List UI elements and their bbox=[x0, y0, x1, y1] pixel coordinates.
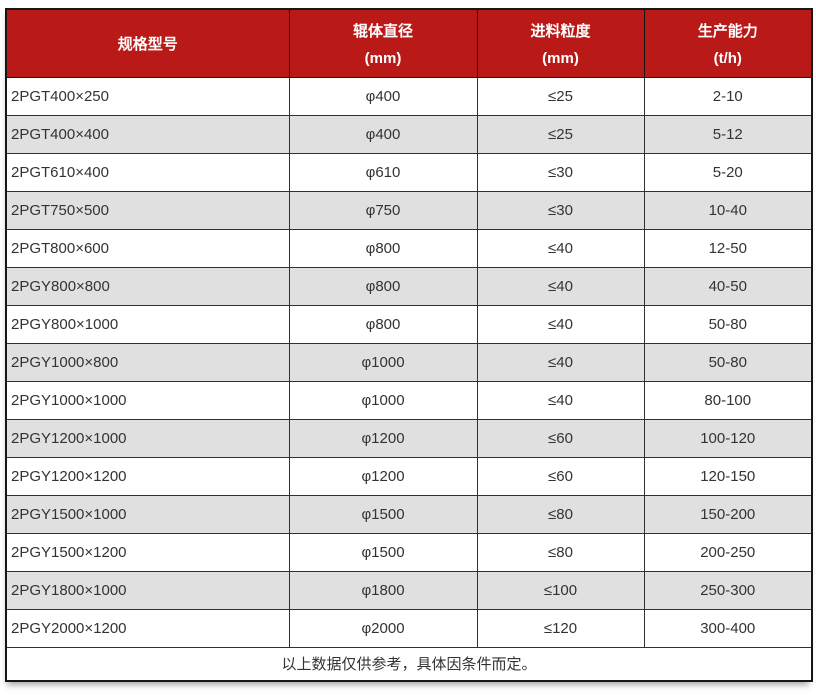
diameter-cell: φ750 bbox=[288, 190, 478, 230]
capacity-cell: 5-12 bbox=[643, 114, 813, 154]
table-row: 2PGT610×400 φ610 ≤30 5-20 bbox=[5, 152, 813, 192]
table-row: 2PGY1000×800 φ1000 ≤40 50-80 bbox=[5, 342, 813, 382]
table-row: 2PGT400×250 φ400 ≤25 2-10 bbox=[5, 76, 813, 116]
spec-table: 规格型号 辊体直径 (mm) 进料粒度 (mm) 生产能力 (t/h) 2PGT… bbox=[5, 8, 813, 682]
feed-size-cell: ≤60 bbox=[476, 418, 645, 458]
header-model: 规格型号 bbox=[5, 8, 290, 78]
diameter-cell: φ400 bbox=[288, 76, 478, 116]
model-cell: 2PGY1200×1200 bbox=[5, 456, 290, 496]
header-capacity-label: 生产能力 bbox=[697, 22, 758, 40]
diameter-cell: φ1200 bbox=[288, 418, 478, 458]
diameter-cell: φ800 bbox=[288, 304, 478, 344]
capacity-cell: 2-10 bbox=[643, 76, 813, 116]
feed-size-cell: ≤100 bbox=[476, 570, 645, 610]
feed-size-cell: ≤40 bbox=[476, 266, 645, 306]
model-cell: 2PGT750×500 bbox=[5, 190, 290, 230]
feed-size-cell: ≤30 bbox=[476, 190, 645, 230]
capacity-cell: 80-100 bbox=[643, 380, 813, 420]
header-row: 规格型号 辊体直径 (mm) 进料粒度 (mm) 生产能力 (t/h) bbox=[5, 8, 813, 78]
capacity-cell: 50-80 bbox=[643, 304, 813, 344]
feed-size-cell: ≤80 bbox=[476, 532, 645, 572]
model-cell: 2PGY1000×800 bbox=[5, 342, 290, 382]
table-row: 2PGT800×600 φ800 ≤40 12-50 bbox=[5, 228, 813, 268]
diameter-cell: φ2000 bbox=[288, 608, 478, 648]
model-cell: 2PGY1500×1000 bbox=[5, 494, 290, 534]
capacity-cell: 120-150 bbox=[643, 456, 813, 496]
feed-size-cell: ≤80 bbox=[476, 494, 645, 534]
model-cell: 2PGT610×400 bbox=[5, 152, 290, 192]
feed-size-cell: ≤120 bbox=[476, 608, 645, 648]
table-row: 2PGT400×400 φ400 ≤25 5-12 bbox=[5, 114, 813, 154]
table-row: 2PGY1500×1000 φ1500 ≤80 150-200 bbox=[5, 494, 813, 534]
footnote-row: 以上数据仅供参考，具体因条件而定。 bbox=[5, 646, 813, 682]
model-cell: 2PGY2000×1200 bbox=[5, 608, 290, 648]
table-row: 2PGY1200×1200 φ1200 ≤60 120-150 bbox=[5, 456, 813, 496]
table-row: 2PGT750×500 φ750 ≤30 10-40 bbox=[5, 190, 813, 230]
table-row: 2PGY1000×1000 φ1000 ≤40 80-100 bbox=[5, 380, 813, 420]
capacity-cell: 5-20 bbox=[643, 152, 813, 192]
capacity-cell: 100-120 bbox=[643, 418, 813, 458]
model-cell: 2PGY1000×1000 bbox=[5, 380, 290, 420]
header-roller-diameter: 辊体直径 (mm) bbox=[288, 8, 478, 78]
diameter-cell: φ1000 bbox=[288, 342, 478, 382]
capacity-cell: 200-250 bbox=[643, 532, 813, 572]
feed-size-cell: ≤40 bbox=[476, 304, 645, 344]
header-feed-size-unit: (mm) bbox=[542, 49, 579, 67]
capacity-cell: 12-50 bbox=[643, 228, 813, 268]
capacity-cell: 300-400 bbox=[643, 608, 813, 648]
table-row: 2PGY1500×1200 φ1500 ≤80 200-250 bbox=[5, 532, 813, 572]
feed-size-cell: ≤30 bbox=[476, 152, 645, 192]
feed-size-cell: ≤60 bbox=[476, 456, 645, 496]
diameter-cell: φ1500 bbox=[288, 532, 478, 572]
diameter-cell: φ800 bbox=[288, 228, 478, 268]
feed-size-cell: ≤40 bbox=[476, 228, 645, 268]
capacity-cell: 250-300 bbox=[643, 570, 813, 610]
capacity-cell: 40-50 bbox=[643, 266, 813, 306]
header-feed-size: 进料粒度 (mm) bbox=[476, 8, 645, 78]
header-roller-diameter-label: 辊体直径 bbox=[352, 22, 413, 40]
diameter-cell: φ1000 bbox=[288, 380, 478, 420]
capacity-cell: 10-40 bbox=[643, 190, 813, 230]
footnote-text: 以上数据仅供参考，具体因条件而定。 bbox=[5, 646, 813, 682]
diameter-cell: φ1200 bbox=[288, 456, 478, 496]
header-roller-diameter-unit: (mm) bbox=[364, 49, 402, 67]
feed-size-cell: ≤25 bbox=[476, 114, 645, 154]
model-cell: 2PGY1500×1200 bbox=[5, 532, 290, 572]
header-model-label: 规格型号 bbox=[117, 35, 178, 53]
table-row: 2PGY1200×1000 φ1200 ≤60 100-120 bbox=[5, 418, 813, 458]
table-footer: 以上数据仅供参考，具体因条件而定。 bbox=[5, 646, 813, 682]
diameter-cell: φ800 bbox=[288, 266, 478, 306]
model-cell: 2PGY1200×1000 bbox=[5, 418, 290, 458]
header-feed-size-label: 进料粒度 bbox=[530, 22, 591, 40]
spec-table-card: 规格型号 辊体直径 (mm) 进料粒度 (mm) 生产能力 (t/h) 2PGT… bbox=[5, 8, 813, 682]
diameter-cell: φ400 bbox=[288, 114, 478, 154]
diameter-cell: φ610 bbox=[288, 152, 478, 192]
header-capacity-unit: (t/h) bbox=[713, 49, 742, 67]
feed-size-cell: ≤25 bbox=[476, 76, 645, 116]
table-row: 2PGY800×800 φ800 ≤40 40-50 bbox=[5, 266, 813, 306]
table-row: 2PGY1800×1000 φ1800 ≤100 250-300 bbox=[5, 570, 813, 610]
model-cell: 2PGT400×250 bbox=[5, 76, 290, 116]
model-cell: 2PGT400×400 bbox=[5, 114, 290, 154]
table-row: 2PGY2000×1200 φ2000 ≤120 300-400 bbox=[5, 608, 813, 648]
header-capacity: 生产能力 (t/h) bbox=[643, 8, 813, 78]
diameter-cell: φ1800 bbox=[288, 570, 478, 610]
table-row: 2PGY800×1000 φ800 ≤40 50-80 bbox=[5, 304, 813, 344]
model-cell: 2PGY800×800 bbox=[5, 266, 290, 306]
model-cell: 2PGY800×1000 bbox=[5, 304, 290, 344]
feed-size-cell: ≤40 bbox=[476, 380, 645, 420]
feed-size-cell: ≤40 bbox=[476, 342, 645, 382]
capacity-cell: 50-80 bbox=[643, 342, 813, 382]
model-cell: 2PGY1800×1000 bbox=[5, 570, 290, 610]
model-cell: 2PGT800×600 bbox=[5, 228, 290, 268]
table-header: 规格型号 辊体直径 (mm) 进料粒度 (mm) 生产能力 (t/h) bbox=[5, 8, 813, 78]
diameter-cell: φ1500 bbox=[288, 494, 478, 534]
table-body: 2PGT400×250 φ400 ≤25 2-10 2PGT400×400 φ400 ≤25… bbox=[5, 76, 813, 648]
capacity-cell: 150-200 bbox=[643, 494, 813, 534]
